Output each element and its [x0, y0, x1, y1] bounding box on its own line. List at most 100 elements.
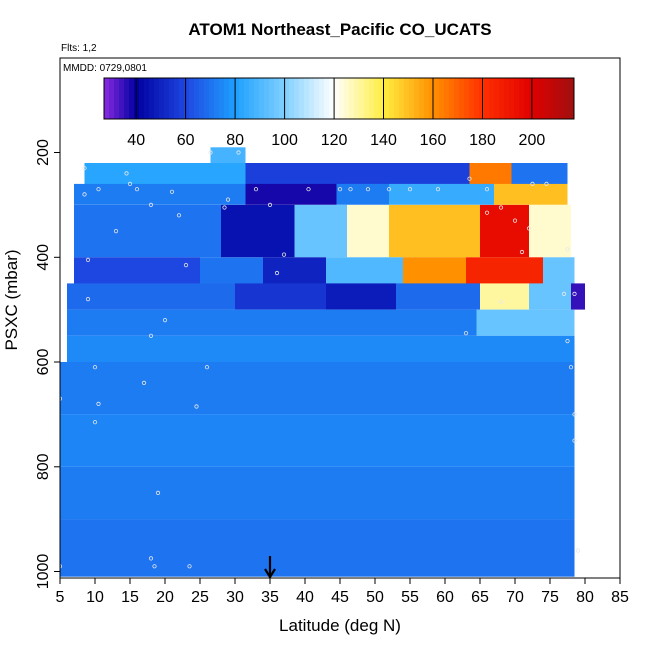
- sample-point: [113, 229, 119, 234]
- sample-point: [183, 262, 189, 268]
- colorbar-swatch: [449, 78, 455, 119]
- colorbar-swatch: [364, 78, 370, 119]
- colorbar-swatch: [494, 78, 500, 119]
- x-tick-label: 30: [226, 589, 244, 606]
- sample-point: [127, 181, 133, 186]
- sample-point: [463, 331, 469, 336]
- colorbar-swatch: [169, 78, 175, 119]
- colorbar-swatch: [564, 78, 570, 119]
- sample-point: [274, 270, 280, 276]
- colorbar-swatch: [209, 78, 215, 119]
- colorbar-swatch: [419, 78, 425, 119]
- colorbar-swatch: [549, 78, 555, 119]
- heatmap-cell: [200, 257, 263, 284]
- colorbar-swatch: [244, 78, 250, 119]
- heatmap-cell: [466, 257, 543, 284]
- x-tick-label: 50: [366, 589, 384, 606]
- colorbar-swatch: [139, 78, 145, 119]
- x-tick-label: 45: [331, 589, 349, 606]
- heatmap-cell: [571, 283, 585, 310]
- heatmap-cell: [60, 414, 575, 467]
- colorbar-swatch: [544, 78, 550, 119]
- sample-point: [176, 213, 182, 218]
- heatmap-cell: [74, 183, 246, 205]
- colorbar-swatch: [309, 78, 315, 119]
- sample-point: [96, 187, 101, 192]
- heatmap-cell: [60, 466, 575, 520]
- colorbar-swatch: [394, 78, 400, 119]
- heatmap-cell: [389, 183, 494, 205]
- heatmap-cell: [263, 257, 326, 284]
- colorbar-swatch: [159, 78, 165, 119]
- colorbar-swatch: [114, 78, 120, 119]
- heatmap-cell: [469, 163, 512, 184]
- y-tick-label: 1000: [35, 554, 52, 590]
- sample-point: [85, 257, 91, 262]
- sample-point: [281, 252, 287, 257]
- sample-point: [519, 249, 525, 255]
- sample-point: [561, 291, 567, 296]
- colorbar-swatch: [404, 78, 410, 119]
- colorbar-tick-label: 100: [271, 132, 298, 149]
- heatmap-cell: [403, 257, 466, 284]
- sample-point: [162, 317, 168, 323]
- sample-point: [572, 412, 577, 417]
- colorbar-swatch: [349, 78, 355, 119]
- x-tick-label: 85: [611, 589, 629, 606]
- colorbar-tick-label: 200: [519, 132, 546, 149]
- sample-point: [152, 564, 157, 569]
- sample-point: [148, 202, 154, 207]
- heatmap-cell: [529, 204, 571, 258]
- x-axis-label: Latitude (deg N): [279, 616, 401, 635]
- y-tick-label: 400: [35, 244, 52, 271]
- heatmap-cell: [326, 283, 396, 310]
- colorbar-swatch: [144, 78, 150, 119]
- colorbar-swatch: [504, 78, 510, 119]
- colorbar-tick-label: 40: [127, 132, 145, 149]
- sample-point: [572, 291, 577, 296]
- sample-point: [141, 380, 147, 385]
- colorbar-swatch: [379, 78, 385, 119]
- sample-point: [565, 338, 570, 344]
- x-tick-label: 20: [156, 589, 174, 606]
- heatmap-cell: [480, 204, 529, 258]
- colorbar-swatch: [569, 78, 575, 119]
- colorbar-swatch: [344, 78, 350, 119]
- heatmap-cell: [476, 309, 575, 336]
- sample-point: [267, 202, 273, 207]
- colorbar-swatch: [339, 78, 345, 119]
- colorbar: 40 60 80 100 120 140 160 180 200: [103, 77, 575, 149]
- sample-point: [435, 187, 441, 192]
- colorbar-swatch: [294, 78, 300, 119]
- colorbar-swatch: [299, 78, 305, 119]
- colorbar-swatch: [194, 78, 200, 119]
- colorbar-tick-label: 180: [469, 132, 496, 149]
- x-tick-label: 60: [436, 589, 454, 606]
- sample-point: [568, 365, 574, 370]
- colorbar-swatch: [524, 78, 530, 119]
- sample-point: [148, 333, 154, 338]
- colorbar-tick-label: 80: [226, 132, 244, 149]
- heatmap-cell: [511, 163, 568, 184]
- colorbar-swatch: [534, 78, 540, 119]
- sample-point: [544, 181, 549, 186]
- colorbar-swatch: [284, 78, 290, 119]
- colorbar-swatch: [214, 78, 220, 119]
- heatmap-cell: [67, 283, 235, 310]
- colorbar-swatch: [539, 78, 545, 119]
- sample-point: [365, 187, 371, 192]
- sample-point: [60, 564, 63, 569]
- sample-point: [204, 365, 210, 370]
- colorbar-swatch: [164, 78, 170, 119]
- sample-point: [484, 210, 490, 215]
- colorbar-swatch: [519, 78, 525, 119]
- colorbar-swatch: [314, 78, 320, 119]
- sample-point: [222, 205, 227, 210]
- heatmap-cell: [389, 204, 480, 258]
- sample-point: [60, 396, 63, 401]
- colorbar-swatch: [399, 78, 405, 119]
- heatmap-cells: [60, 147, 585, 577]
- sample-point: [124, 171, 129, 176]
- y-axis: 200 400 600 800 1000: [35, 139, 60, 589]
- x-tick-label: 10: [86, 589, 104, 606]
